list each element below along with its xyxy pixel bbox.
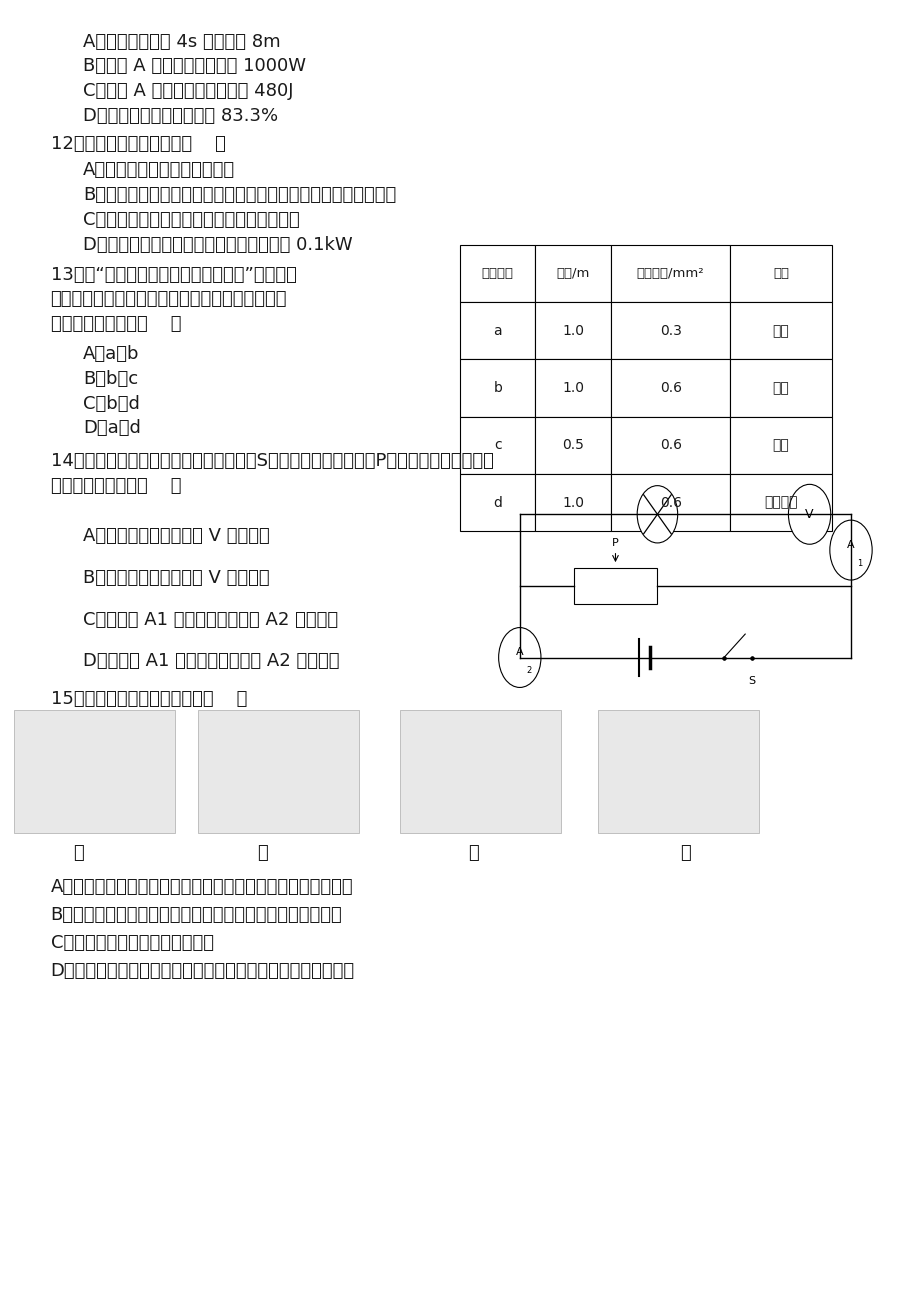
Bar (573, 568, 656, 604)
Text: 导体代号: 导体代号 (482, 267, 513, 280)
Bar (610, 302, 730, 359)
Bar (14, 710, 175, 833)
Text: B、小灯泡变暗，电压表 V 示数不变: B、小灯泡变暗，电压表 V 示数不变 (83, 569, 269, 587)
Text: 乙: 乙 (256, 844, 267, 862)
Bar (730, 302, 831, 359)
Text: 0.6: 0.6 (659, 496, 681, 509)
Bar (610, 474, 730, 531)
Text: D、一般家用空调正常工作时的电功率约为 0.1kW: D、一般家用空调正常工作时的电功率约为 0.1kW (83, 236, 352, 254)
Circle shape (829, 519, 871, 581)
Text: 长度/m: 长度/m (556, 267, 589, 280)
Text: B、物体 A 重力做功的功率为 1000W: B、物体 A 重力做功的功率为 1000W (83, 57, 305, 76)
Bar (730, 245, 831, 302)
Text: 1: 1 (857, 559, 862, 568)
Text: A、a、b: A、a、b (83, 345, 139, 363)
Text: B、b、c: B、b、c (83, 370, 138, 388)
Text: D、丁：闭合开关，只要金属棒运动，电路中就有感应电流产生: D、丁：闭合开关，只要金属棒运动，电路中就有感应电流产生 (51, 962, 355, 980)
Text: A、法拉第发现了电磁感应现象: A、法拉第发现了电磁感应现象 (83, 161, 234, 180)
Bar (535, 417, 610, 474)
Text: 2: 2 (526, 667, 531, 674)
Text: C、b、d: C、b、d (83, 395, 140, 413)
Circle shape (498, 628, 540, 687)
Text: A、小灯泡变亮，电压表 V 示数变大: A、小灯泡变亮，电压表 V 示数变大 (83, 527, 269, 546)
Circle shape (637, 486, 677, 543)
Bar (730, 474, 831, 531)
Text: 0.3: 0.3 (659, 324, 681, 337)
Text: 0.6: 0.6 (659, 381, 681, 395)
Bar (460, 245, 535, 302)
Text: 甲: 甲 (73, 844, 84, 862)
Text: 材料: 材料 (772, 267, 789, 280)
Text: b: b (493, 381, 502, 395)
Bar (535, 474, 610, 531)
Text: B、为了纹念牛顿对物理学的重大贡献，用他的名字作为功的单位: B、为了纹念牛顿对物理学的重大贡献，用他的名字作为功的单位 (83, 186, 395, 204)
Text: d: d (493, 496, 502, 509)
Circle shape (788, 484, 830, 544)
Text: 丙: 丙 (468, 844, 479, 862)
Bar (535, 359, 610, 417)
Text: 0.6: 0.6 (659, 439, 681, 452)
Bar (597, 710, 758, 833)
Text: S: S (747, 676, 754, 686)
Text: 横截面积/mm²: 横截面积/mm² (636, 267, 704, 280)
Text: 锰铜: 锰铜 (772, 324, 789, 337)
Text: 12、以下说法中正确的是（    ）: 12、以下说法中正确的是（ ） (51, 135, 225, 154)
Text: A: A (516, 647, 523, 658)
Bar (460, 302, 535, 359)
Bar (535, 302, 610, 359)
Text: D、滑轮组的机械效率约为 83.3%: D、滑轮组的机械效率约为 83.3% (83, 107, 278, 125)
Text: 15、对下列实验描述正确的是（    ）: 15、对下列实验描述正确的是（ ） (51, 690, 246, 708)
Text: V: V (804, 508, 813, 521)
Text: A: A (846, 540, 854, 549)
Text: 格中的导体代号是（    ）: 格中的导体代号是（ ） (51, 315, 181, 333)
Bar (610, 245, 730, 302)
Text: D、a、d: D、a、d (83, 419, 141, 437)
Text: A、绳子自由端在 4s 内移动了 8m: A、绳子自由端在 4s 内移动了 8m (83, 33, 280, 51)
Text: D、电流表 A1 示数变大，电流表 A2 示数变大: D、电流表 A1 示数变大，电流表 A2 示数变大 (83, 652, 339, 671)
Text: 1.0: 1.0 (562, 381, 584, 395)
Text: 丁: 丁 (679, 844, 690, 862)
Bar (535, 245, 610, 302)
Text: 锰铜: 锰铜 (772, 439, 789, 452)
Bar (460, 417, 535, 474)
Bar (460, 474, 535, 531)
Text: 0.5: 0.5 (562, 439, 584, 452)
Text: 锰铜: 锰铜 (772, 381, 789, 395)
Text: P: P (611, 538, 618, 548)
Text: 13、在“探究影响导体电阱大小的因素”实验中，: 13、在“探究影响导体电阱大小的因素”实验中， (51, 266, 296, 284)
Text: B、乙：通电导线在磁场中受到力的作用，这是发电机的原理: B、乙：通电导线在磁场中受到力的作用，这是发电机的原理 (51, 906, 342, 924)
Text: c: c (494, 439, 501, 452)
Text: 1.0: 1.0 (562, 496, 584, 509)
Text: 镍锄合金: 镍锄合金 (764, 496, 797, 509)
Bar (460, 359, 535, 417)
Text: 1.0: 1.0 (562, 324, 584, 337)
Text: C、丙：奥斯特实验说明磁能生电: C、丙：奥斯特实验说明磁能生电 (51, 934, 213, 952)
Text: 要研究导体电阱大小与其长度的关系，可以选用表: 要研究导体电阱大小与其长度的关系，可以选用表 (51, 290, 287, 309)
Bar (730, 417, 831, 474)
Text: C、当发现有人触电时，应立即用手把人拉开: C、当发现有人触电时，应立即用手把人拉开 (83, 211, 300, 229)
Bar (610, 359, 730, 417)
Bar (730, 359, 831, 417)
Bar (610, 417, 730, 474)
Text: C、物体 A 克服摩擦力做的功为 480J: C、物体 A 克服摩擦力做的功为 480J (83, 82, 293, 100)
Bar (198, 710, 358, 833)
Text: C、电流表 A1 示数不变，电流表 A2 示数变大: C、电流表 A1 示数不变，电流表 A2 示数变大 (83, 611, 337, 629)
Text: 列说法中正确的是（    ）: 列说法中正确的是（ ） (51, 477, 181, 495)
Text: 14、如图所示，电源电压不变，闭合开关S，将滑动变阱器的滑片P向左移动的过程中，下: 14、如图所示，电源电压不变，闭合开关S，将滑动变阱器的滑片P向左移动的过程中，… (51, 452, 493, 470)
Text: A、甲：验电器的两片金属箔带同种电荷，由于互相排斥而张开: A、甲：验电器的两片金属箔带同种电荷，由于互相排斥而张开 (51, 878, 353, 896)
Text: a: a (493, 324, 502, 337)
Bar (400, 710, 561, 833)
